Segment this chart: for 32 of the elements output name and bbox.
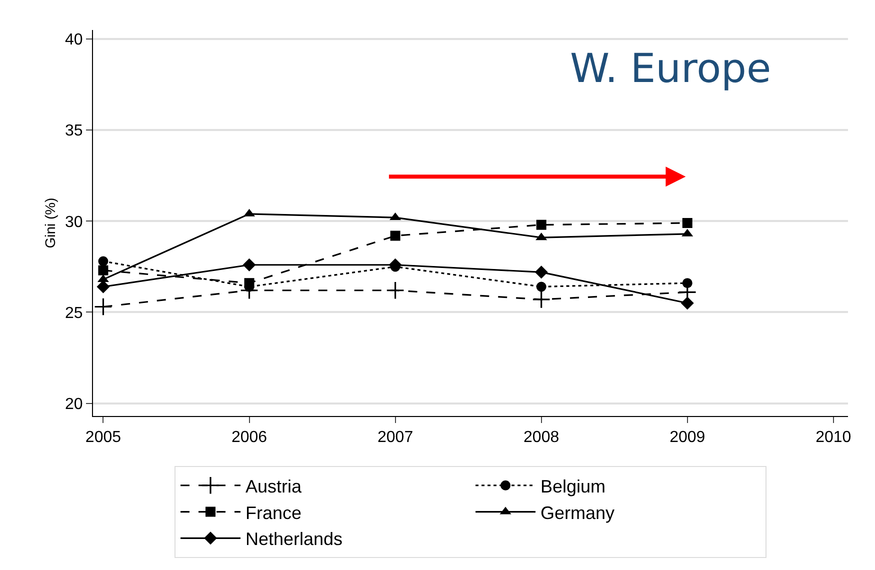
legend-label: Austria [246, 476, 303, 496]
y-tick-label: 25 [65, 304, 83, 322]
y-tick-label: 35 [65, 122, 83, 140]
point [98, 265, 108, 276]
x-tick-label: 2009 [670, 429, 706, 446]
legend-label: Netherlands [246, 529, 343, 550]
y-axis-title: Gini (%) [42, 198, 58, 248]
point [536, 282, 546, 292]
point [242, 258, 256, 272]
point [534, 266, 548, 279]
point [386, 281, 404, 300]
y-tick-label: 40 [65, 32, 83, 49]
x-tick-label: 2005 [85, 429, 122, 446]
point [532, 290, 551, 309]
point [682, 278, 692, 288]
legend-label: France [246, 502, 302, 523]
x-tick-label: 2008 [524, 429, 560, 446]
point [680, 296, 694, 310]
legend-label: Germany [540, 502, 615, 523]
annotation: W. Europe [570, 46, 772, 92]
x-tick-label: 2006 [231, 429, 268, 446]
x-tick-label: 2010 [816, 429, 852, 446]
y-tick-label: 30 [65, 214, 83, 231]
y-tick-label: 20 [65, 396, 83, 413]
point [96, 280, 110, 294]
x-tick-label: 2007 [377, 429, 414, 446]
point [94, 298, 112, 316]
point [682, 218, 692, 228]
point [98, 256, 108, 266]
point [536, 220, 546, 230]
legend-label: Belgium [540, 476, 606, 496]
point [390, 230, 400, 241]
